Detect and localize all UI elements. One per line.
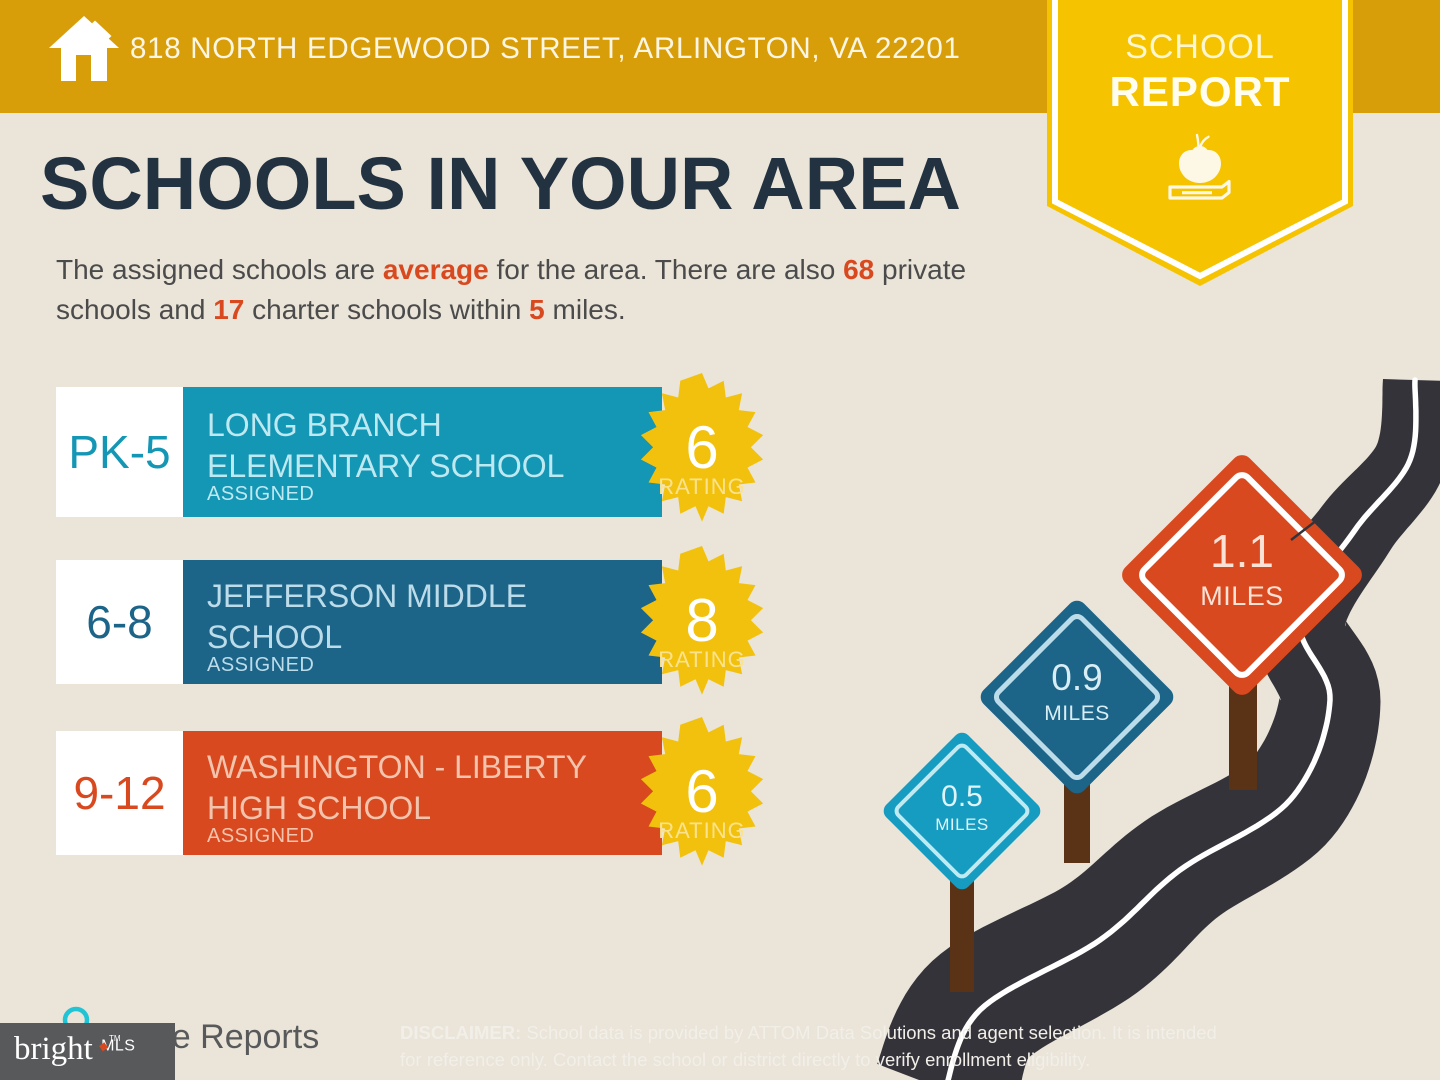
svg-text:6: 6 <box>685 414 718 481</box>
svg-text:8: 8 <box>685 587 718 654</box>
svg-text:MILES: MILES <box>1044 702 1110 725</box>
svg-text:0.5: 0.5 <box>941 780 983 813</box>
svg-text:6: 6 <box>685 758 718 825</box>
svg-text:RATING: RATING <box>658 474 745 499</box>
svg-text:MILES: MILES <box>935 815 989 834</box>
svg-text:RATING: RATING <box>658 818 745 843</box>
svg-text:0.9: 0.9 <box>1051 657 1102 698</box>
svg-text:1.1: 1.1 <box>1210 525 1274 577</box>
svg-text:MILES: MILES <box>1200 581 1284 611</box>
svg-text:RATING: RATING <box>658 647 745 672</box>
